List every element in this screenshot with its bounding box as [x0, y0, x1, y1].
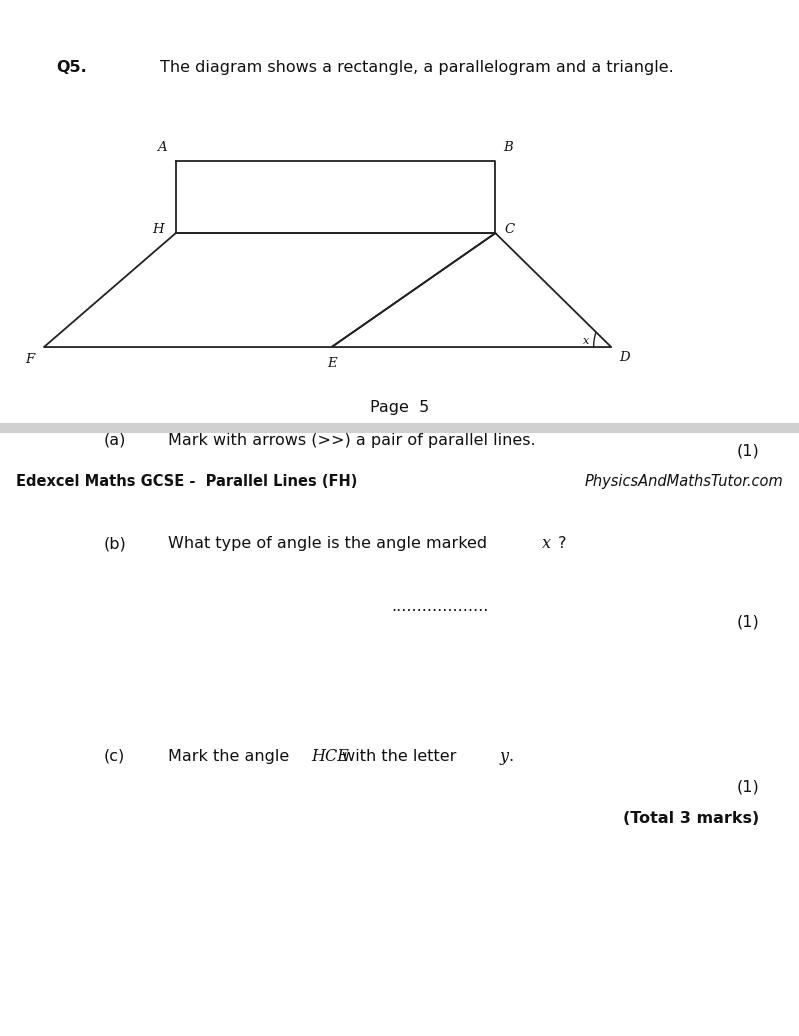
Text: ?: ? — [553, 537, 566, 551]
Text: (a): (a) — [104, 433, 126, 448]
Text: F: F — [25, 353, 34, 366]
Text: C: C — [505, 224, 515, 236]
Text: What type of angle is the angle marked: What type of angle is the angle marked — [168, 537, 492, 551]
Text: y: y — [499, 748, 509, 765]
Text: E: E — [327, 357, 336, 370]
Text: Mark the angle: Mark the angle — [168, 749, 294, 764]
Text: Page  5: Page 5 — [370, 400, 429, 414]
Text: ...................: ................... — [391, 599, 488, 613]
Text: D: D — [618, 351, 630, 364]
Text: B: B — [503, 141, 513, 153]
Text: (b): (b) — [104, 537, 126, 551]
Text: H: H — [153, 224, 164, 236]
Bar — [0, 423, 799, 433]
Text: (1): (1) — [737, 443, 759, 458]
Text: (c): (c) — [104, 749, 125, 764]
Text: Mark with arrows (>>) a pair of parallel lines.: Mark with arrows (>>) a pair of parallel… — [168, 433, 535, 448]
Text: with the letter: with the letter — [337, 749, 461, 764]
Text: Edexcel Maths GCSE -  Parallel Lines (FH): Edexcel Maths GCSE - Parallel Lines (FH) — [16, 474, 357, 489]
Text: (1): (1) — [737, 614, 759, 629]
Text: x: x — [582, 336, 589, 346]
Text: The diagram shows a rectangle, a parallelogram and a triangle.: The diagram shows a rectangle, a paralle… — [160, 60, 674, 75]
Text: HCE: HCE — [312, 748, 349, 765]
Text: (1): (1) — [737, 780, 759, 795]
Text: Q5.: Q5. — [56, 60, 86, 75]
Text: x: x — [542, 536, 551, 552]
Text: .: . — [508, 749, 514, 764]
Text: (Total 3 marks): (Total 3 marks) — [622, 811, 759, 826]
Text: A: A — [157, 141, 166, 153]
Text: PhysicsAndMathsTutor.com: PhysicsAndMathsTutor.com — [584, 474, 783, 489]
